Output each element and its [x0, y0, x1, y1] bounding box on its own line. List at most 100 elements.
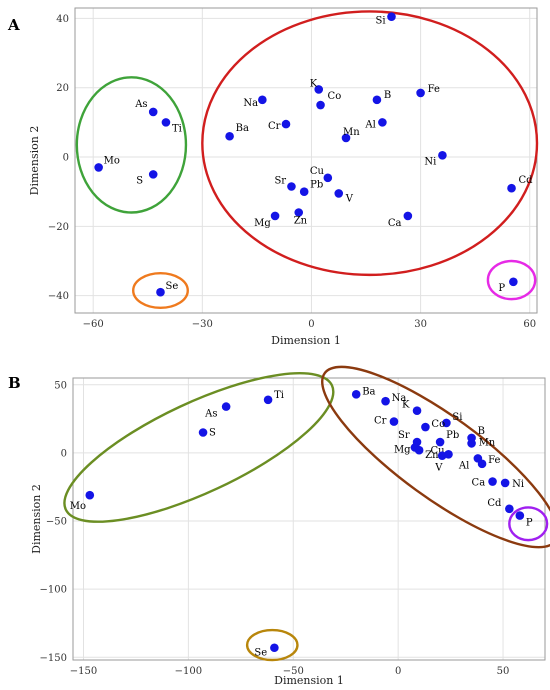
- y-tick-label: 20: [56, 83, 69, 94]
- data-point: [323, 173, 333, 183]
- data-point: [435, 437, 445, 447]
- x-tick-label: 0: [308, 319, 314, 330]
- data-point: [258, 95, 267, 105]
- data-point: [316, 100, 325, 110]
- data-point: [438, 151, 447, 160]
- point-label: Ti: [172, 123, 182, 134]
- data-point: [412, 406, 422, 415]
- point-label: Fe: [428, 84, 440, 95]
- point-label: Se: [254, 648, 267, 659]
- panel-b-plot: −150 −100 −50 0 50 −150 −100 −50 0 50 Dimension 1 D…: [8, 365, 550, 687]
- data-point: [442, 418, 451, 428]
- panel-label: A: [7, 16, 20, 34]
- point-label: Ni: [512, 479, 524, 490]
- point-label: Cu: [310, 166, 325, 177]
- data-point: [467, 439, 476, 448]
- point-label: Al: [364, 119, 375, 130]
- data-point: [351, 390, 361, 399]
- x-tick-label: −50: [283, 666, 304, 677]
- data-point: [85, 490, 95, 500]
- point-label: Mg: [254, 218, 271, 229]
- data-point: [270, 643, 279, 653]
- y-tick-label: −40: [48, 291, 69, 302]
- data-point: [389, 417, 399, 426]
- point-label: V: [345, 193, 354, 204]
- data-point: [148, 170, 158, 179]
- y-tick-label: −150: [40, 653, 67, 664]
- point-label: B: [478, 426, 485, 437]
- point-label: Sr: [274, 175, 286, 186]
- point-label: P: [498, 283, 505, 294]
- point-label: Na: [392, 393, 407, 404]
- point-label: K: [310, 78, 318, 89]
- data-point: [281, 119, 291, 129]
- data-point: [334, 189, 344, 198]
- data-point: [221, 402, 231, 411]
- data-point: [263, 395, 273, 405]
- point-label: Cu: [431, 445, 446, 456]
- cluster-ellipse: [508, 506, 549, 542]
- cluster-ellipse: [245, 628, 299, 662]
- data-point: [148, 107, 158, 117]
- x-tick-label: −100: [175, 666, 202, 677]
- x-tick-label: −30: [192, 319, 213, 330]
- point-label: Co: [431, 419, 445, 430]
- cluster-ellipse: [486, 259, 537, 301]
- point-label: K: [402, 400, 410, 411]
- point-label: Sr: [398, 430, 410, 441]
- point-label: Cd: [519, 175, 534, 186]
- data-point: [509, 277, 518, 287]
- y-tick-label: −20: [48, 222, 69, 233]
- y-tick-label: 40: [56, 14, 69, 25]
- point-label: Mo: [70, 501, 86, 512]
- cluster-ellipse: [321, 365, 550, 549]
- point-label: Cr: [268, 121, 281, 132]
- point-label: S: [209, 427, 216, 438]
- x-axis-title: Dimension 1: [271, 334, 341, 347]
- y-tick-label: 0: [63, 153, 69, 164]
- point-label: Se: [165, 281, 178, 292]
- y-axis-title: Dimension 2: [28, 126, 41, 196]
- data-point: [94, 163, 103, 172]
- panel-a-plot: −60 −30 0 30 60 −40 −20 0 20 40 Dimension 1 Dimensi…: [7, 7, 539, 347]
- x-tick-label: −60: [83, 319, 104, 330]
- y-tick-label: −50: [46, 517, 67, 528]
- point-label: Ca: [388, 218, 402, 229]
- point-label: Zn: [294, 215, 308, 226]
- data-point: [287, 182, 296, 191]
- point-label: Si: [452, 412, 462, 423]
- point-label: Pb: [310, 180, 323, 191]
- point-label: Ni: [424, 156, 436, 167]
- data-point: [437, 451, 447, 460]
- data-point: [198, 428, 208, 437]
- point-label: Ba: [236, 123, 249, 134]
- point-label: Mg: [394, 444, 411, 455]
- point-label: Al: [458, 460, 469, 471]
- data-point: [387, 12, 396, 21]
- point-label: Na: [243, 98, 258, 109]
- data-point: [378, 118, 387, 127]
- x-tick-label: 50: [497, 666, 510, 677]
- point-label: Zn: [425, 450, 439, 461]
- y-tick-label: 50: [54, 380, 67, 391]
- data-point: [381, 396, 390, 406]
- cluster-ellipse: [132, 271, 189, 310]
- point-label: Mn: [343, 127, 360, 138]
- data-point: [156, 287, 165, 297]
- point-label: Ti: [274, 390, 284, 401]
- point-label: S: [136, 175, 143, 186]
- data-point: [372, 95, 382, 105]
- y-axis-title: Dimension 2: [30, 484, 43, 554]
- data-point: [270, 211, 280, 221]
- data-point: [416, 88, 425, 98]
- panel-label: B: [8, 374, 21, 392]
- data-point: [488, 477, 497, 486]
- data-point: [507, 183, 516, 193]
- data-point: [414, 445, 424, 455]
- data-point: [314, 85, 324, 94]
- point-label: Cd: [487, 498, 502, 509]
- data-point: [421, 422, 430, 432]
- data-point: [477, 459, 487, 469]
- x-tick-label: 30: [414, 319, 427, 330]
- point-label: Mo: [104, 155, 120, 166]
